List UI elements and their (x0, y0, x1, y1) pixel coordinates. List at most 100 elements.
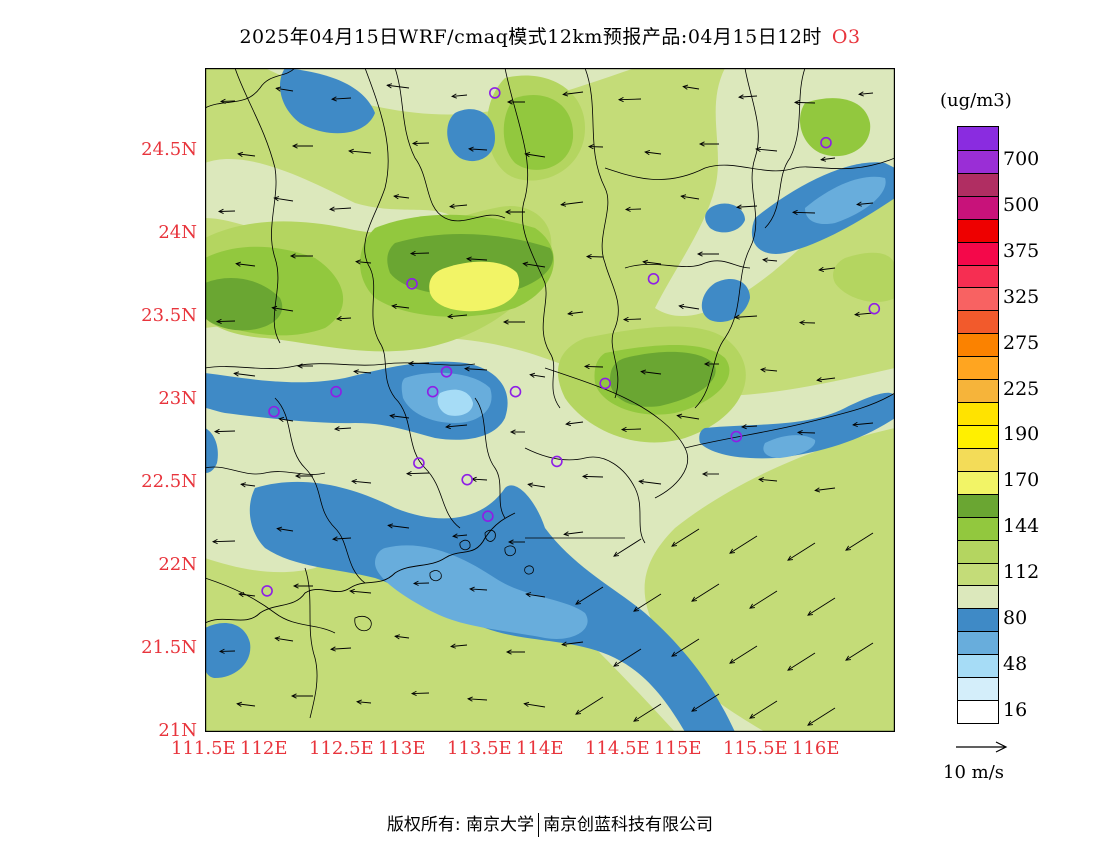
lon-tick-label: 114E (516, 738, 564, 759)
wind-arrow-icon (330, 646, 352, 652)
wind-arrow-icon (587, 144, 604, 150)
wind-arrow-icon (291, 143, 313, 149)
wind-arrow-icon (736, 204, 758, 210)
colorbar-swatch (958, 149, 998, 173)
wind-arrow-icon (333, 426, 352, 432)
colorbar-label: 112 (1003, 561, 1040, 583)
colorbar-swatch (958, 516, 998, 540)
wind-arrow-icon (565, 421, 584, 427)
o3-concentration-map (205, 68, 895, 732)
wind-arrow-icon (818, 266, 836, 273)
wind-arrow-icon (502, 319, 525, 325)
wind-arrow-icon (845, 532, 874, 551)
wind-arrow-icon (624, 206, 642, 212)
coastline (205, 512, 516, 624)
colorbar-swatch (958, 402, 998, 425)
colorbar-swatch (958, 241, 998, 265)
wind-arrow-icon (575, 586, 604, 605)
station-marker-icon (820, 136, 832, 149)
wind-arrow-icon (215, 318, 236, 325)
wind-arrow-icon (407, 360, 430, 367)
colorbar-label: 80 (1003, 606, 1028, 629)
wind-arrow-icon (527, 482, 546, 488)
wind-arrow-icon (758, 477, 778, 483)
colorbar-label: 48 (1003, 652, 1028, 675)
lat-tick-label: 21.5N (141, 637, 197, 658)
station-marker-icon (261, 585, 273, 597)
wind-arrow-icon (691, 693, 720, 712)
wind-arrow-icon (755, 146, 778, 152)
colorbar-swatch (958, 608, 998, 632)
wind-arrow-icon (696, 251, 719, 257)
wind-arrow-icon (296, 363, 313, 369)
wind-arrow-icon (506, 99, 525, 105)
station-marker-icon (330, 385, 342, 398)
wind-arrow-icon (814, 487, 836, 493)
map-title: 2025年04月15日WRF/cmaq模式12km预报产品:04月15日12时 O… (0, 22, 1100, 49)
wind-arrow-icon (852, 421, 874, 428)
colorbar-swatch (958, 310, 998, 334)
wind-arrow-icon (349, 588, 372, 594)
wind-arrow-icon (793, 99, 816, 106)
copyright-separator (538, 813, 540, 837)
wind-arrow-icon (762, 257, 778, 263)
colorbar-swatch (958, 127, 998, 150)
wind-arrow-icon (218, 648, 236, 654)
colorbar-swatch (958, 195, 998, 219)
wind-arrow-icon (575, 696, 604, 715)
wind-arrow-icon (671, 638, 700, 657)
title-text: 2025年04月15日WRF/cmaq模式12km预报产品:04月15日12时 (239, 26, 822, 48)
colorbar-swatch (958, 172, 998, 196)
wind-arrow-icon (271, 305, 294, 312)
wind-arrow-icon (787, 542, 816, 561)
lon-tick-label: 113.5E (447, 738, 512, 759)
colorbar-label: 16 (1003, 698, 1028, 721)
colorbar-swatch (958, 700, 998, 723)
wind-arrow-icon (807, 707, 836, 726)
wind-arrow-icon (585, 254, 604, 260)
wind-arrow-icon (410, 690, 430, 696)
wind-arrow-icon (671, 528, 700, 547)
wind-arrow-icon (507, 539, 525, 545)
wind-arrow-icon (505, 649, 525, 655)
wind-arrow-icon (620, 426, 642, 433)
lon-tick-label: 116E (792, 738, 840, 759)
wind-arrow-icon (356, 699, 372, 705)
colorbar-swatch (958, 264, 998, 288)
wind-arrow-icon (409, 250, 430, 257)
wind-arrow-icon (633, 703, 662, 722)
station-marker-icon (440, 365, 453, 378)
station-marker-icon (599, 377, 612, 390)
colorbar-label: 170 (1003, 469, 1040, 492)
wind-arrow-icon (729, 645, 758, 664)
wind-arrow-icon (820, 156, 836, 162)
peak-o3-zone (429, 261, 520, 312)
lon-tick-label: 112E (240, 738, 288, 759)
wind-arrow-icon (335, 316, 352, 322)
islands (354, 529, 534, 632)
lat-tick-label: 22N (158, 554, 197, 575)
station-marker-icon (730, 430, 743, 443)
wind-arrow-icon (467, 696, 488, 702)
wind-arrow-icon (791, 209, 816, 216)
wind-arrow-icon (798, 320, 816, 326)
wind-arrow-icon (856, 201, 874, 207)
colorbar-swatch (958, 631, 998, 655)
wind-arrow-icon (405, 470, 430, 477)
wind-arrow-icon (445, 424, 468, 430)
wind-arrow-icon (211, 538, 236, 545)
wind-arrow-icon (240, 482, 256, 488)
lat-tick-label: 22.5N (141, 471, 197, 492)
wind-arrow-icon (676, 413, 700, 420)
colorbar-swatch (958, 493, 998, 517)
wind-arrow-icon (238, 591, 256, 598)
wind-arrow-icon (469, 586, 488, 592)
wind-reference-label: 10 m/s (943, 762, 1004, 783)
concentration-colorbar (957, 126, 999, 724)
colorbar-label: 375 (1003, 240, 1040, 263)
wind-arrow-icon (617, 96, 642, 103)
wind-arrow-icon (807, 597, 836, 616)
wind-arrow-icon (680, 194, 700, 200)
colorbar-swatch (958, 447, 998, 471)
station-marker-icon (482, 510, 494, 523)
